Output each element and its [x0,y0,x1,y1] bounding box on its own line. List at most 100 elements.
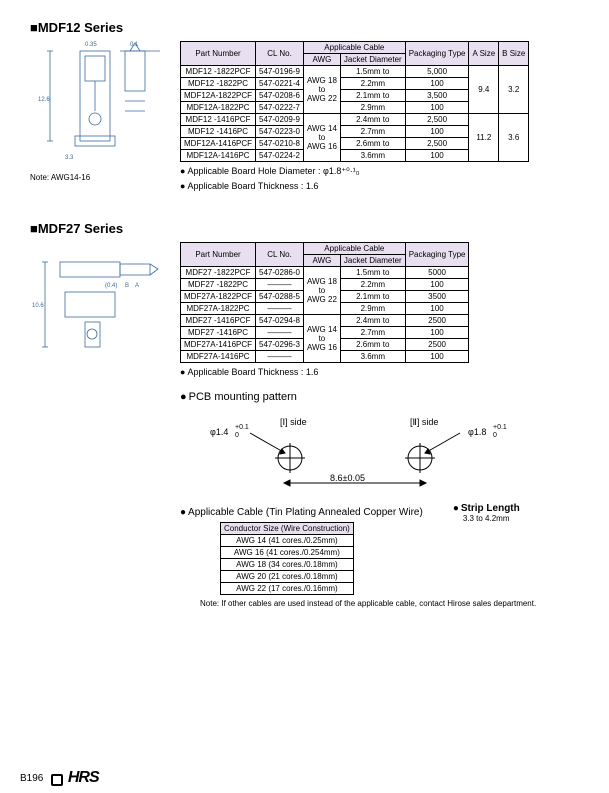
hrs-icon [51,774,63,786]
mdf12-table-wrap: Part Number CL No. Applicable Cable Pack… [180,41,529,191]
cell: 547-0222-7 [256,102,304,114]
cell: 3.6mm [340,351,405,363]
cell: 3,500 [405,90,469,102]
cell: MDF27A-1416PCF [181,339,256,351]
cell: 2.9mm [340,102,405,114]
svg-text:φ1.4: φ1.4 [210,427,228,437]
pcb-side2: [Ⅱ] side [410,417,438,427]
th-awg: AWG [303,255,340,267]
cell: MDF27 -1822PCF [181,267,256,279]
cell: 5000 [405,267,469,279]
page-footer: B196 HRS [20,769,99,787]
th-part: Part Number [181,243,256,267]
th-appcable: Applicable Cable [303,243,405,255]
cell: 547-0210-8 [256,138,304,150]
cell: 547-0296-3 [256,339,304,351]
cell: 547-0288-5 [256,291,304,303]
cell: MDF12A-1822PC [181,102,256,114]
cable-th: Conductor Size (Wire Construction) [221,523,354,535]
cell: AWG 18toAWG 22 [303,66,340,114]
cell: 547-0196-9 [256,66,304,78]
cell: MDF12A-1416PC [181,150,256,162]
cell: MDF27 -1416PCF [181,315,256,327]
cell: 2.1mm to [340,291,405,303]
svg-text:φ1.8: φ1.8 [468,427,486,437]
pcb-diagram: [Ⅰ] side [Ⅱ] side φ1.4 +0.1 0 φ1.8 +0.1 … [190,413,536,493]
cell: 3.6mm [340,150,405,162]
cell: 547-0224-2 [256,150,304,162]
cell: 9.4 [469,66,499,114]
cell: 100 [405,102,469,114]
th-jacket: Jacket Diameter [340,54,405,66]
cable-row: Applicable Cable (Tin Plating Annealed C… [180,503,536,595]
cell: MDF27 -1416PC [181,327,256,339]
cell: 100 [405,150,469,162]
cable-title: Applicable Cable (Tin Plating Annealed C… [180,507,423,518]
mdf12-note-0: Applicable Board Hole Diameter : φ1.8⁺⁰·… [180,166,529,177]
page-num: B196 [20,773,43,784]
th-jacket: Jacket Diameter [340,255,405,267]
cell: MDF12 -1416PC [181,126,256,138]
svg-text:10.6: 10.6 [32,303,44,309]
cell: 11.2 [469,114,499,162]
pcb-pitch: 8.6±0.05 [330,473,365,483]
cell: AWG 18toAWG 22 [303,267,340,315]
cell: 547-0209-9 [256,114,304,126]
svg-text:A: A [135,283,139,289]
cell: ——— [256,303,304,315]
cable-cell: AWG 18 (34 cores./0.18mm) [221,559,354,571]
mdf27-section: ■MDF27 Series 10.6 (0.4) B A [30,221,589,608]
th-awg: AWG [303,54,340,66]
cell: ——— [256,327,304,339]
cell: AWG 14toAWG 16 [303,315,340,363]
cable-cell: AWG 14 (41 cores./0.25mm) [221,535,354,547]
mdf12-section: ■MDF12 Series [30,20,589,191]
cell: MDF12 -1822PC [181,78,256,90]
cell: MDF12A-1416PCF [181,138,256,150]
cell: 2.2mm [340,78,405,90]
cell: 2.6mm to [340,339,405,351]
hrs-logo: HRS [68,769,99,786]
hrs-logo-wrap: HRS [51,769,98,787]
svg-text:+0.1: +0.1 [493,424,507,431]
cell: MDF27A-1416PC [181,351,256,363]
svg-text:+0.1: +0.1 [235,424,249,431]
mdf12-diagram: 12.6 3.3 0.35 0.1 [30,41,170,171]
cell: 5,000 [405,66,469,78]
th-cl: CL No. [256,42,304,66]
cell: 2.7mm [340,327,405,339]
cell: 2.1mm to [340,90,405,102]
mdf12-note-1: Applicable Board Thickness : 1.6 [180,181,529,191]
svg-text:12.6: 12.6 [38,97,50,103]
cell: 3.6 [499,114,529,162]
cell: 2.4mm to [340,114,405,126]
cell: MDF12A-1822PCF [181,90,256,102]
cell: 547-0221-4 [256,78,304,90]
cell: 2.2mm [340,279,405,291]
strip-block: Strip Length 3.3 to 4.2mm [453,503,520,523]
cell: 100 [405,303,469,315]
cable-cell: AWG 20 (21 cores./0.18mm) [221,571,354,583]
svg-text:0.1: 0.1 [130,42,139,48]
th-pkg: Packaging Type [405,42,469,66]
th-asize: A Size [469,42,499,66]
pcb-side1: [Ⅰ] side [280,417,307,427]
cell: ——— [256,351,304,363]
th-part: Part Number [181,42,256,66]
cell: 100 [405,78,469,90]
mdf27-note-0: Applicable Board Thickness : 1.6 [180,367,536,377]
mdf12-title: ■MDF12 Series [30,20,589,35]
cell: 2.9mm [340,303,405,315]
cell: 3.2 [499,66,529,114]
cell: MDF12 -1416PCF [181,114,256,126]
mdf27-table: Part Number CL No. Applicable Cable Pack… [180,242,469,363]
svg-text:0: 0 [235,432,239,439]
svg-text:B: B [125,283,129,289]
mdf12-diagram-wrap: 12.6 3.3 0.35 0.1 Note: AWG14-16 [30,41,170,182]
mdf27-title: ■MDF27 Series [30,221,589,236]
cell: 2500 [405,315,469,327]
cell: ——— [256,279,304,291]
footer-note: Note: If other cables are used instead o… [200,599,536,608]
cell: 2,500 [405,114,469,126]
cell: 547-0208-6 [256,90,304,102]
